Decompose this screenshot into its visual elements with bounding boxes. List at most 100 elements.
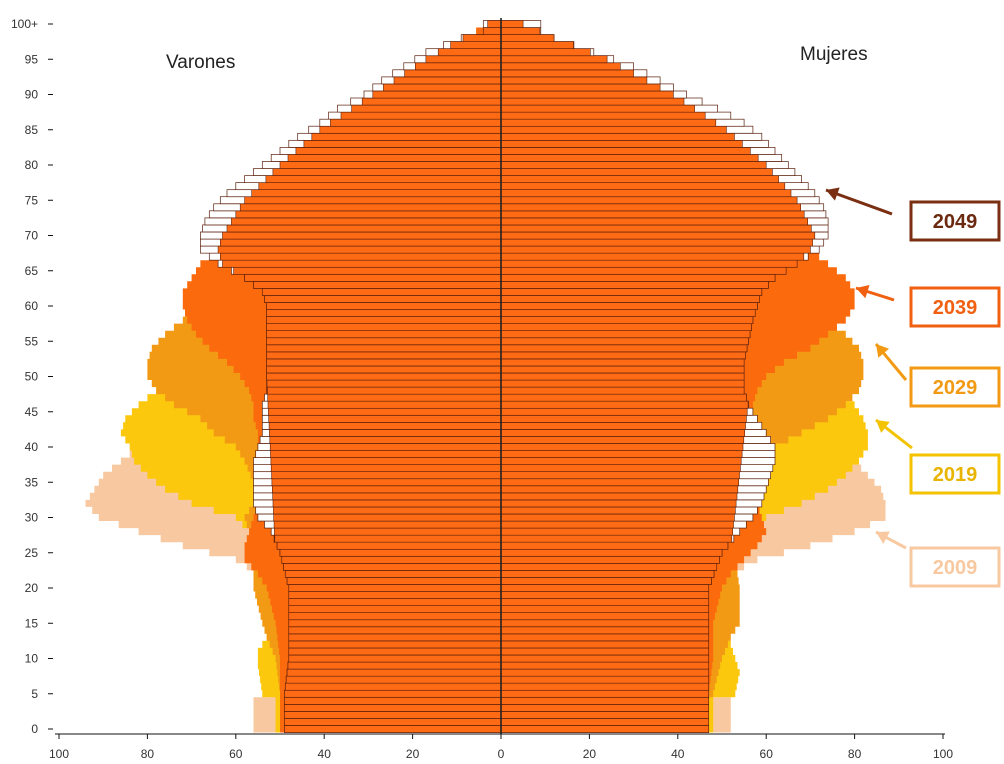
- label-box-2049: [909, 200, 1001, 242]
- bar-2049-varones-fill: [268, 414, 502, 423]
- bar-2049-mujeres-fill: [500, 562, 717, 571]
- bar-2049-mujeres-fill: [500, 718, 709, 726]
- bar-2049-varones-fill: [286, 668, 502, 677]
- bar-2049-varones-fill: [288, 584, 502, 592]
- bar-2049-varones-fill: [244, 273, 502, 282]
- bar-2049-varones-fill: [311, 133, 502, 141]
- bar-2049-varones-fill: [279, 161, 502, 169]
- bar-2049-mujeres-fill: [500, 541, 729, 550]
- bar-2049-varones-fill: [266, 386, 502, 395]
- bar-2049-varones-fill: [450, 41, 502, 49]
- bar-2049-varones-fill: [284, 703, 502, 712]
- bar-2049-mujeres-fill: [500, 161, 767, 169]
- bar-2049-mujeres-fill: [500, 351, 746, 360]
- left-side-label: Varones: [166, 52, 235, 73]
- bar-2049-mujeres-fill: [500, 457, 742, 465]
- bar-2049-mujeres-fill: [500, 295, 760, 303]
- bar-2049-varones-fill: [272, 168, 502, 176]
- x-axis-ticks: 100 80 60 40 20 0 20 40 60 80 100: [49, 734, 953, 761]
- y-tick-label: 95: [25, 52, 39, 66]
- year-label-2049: 2049: [933, 211, 978, 233]
- bar-2049-varones-fill: [261, 288, 502, 296]
- bar-2049-mujeres-fill: [500, 711, 709, 719]
- bar-2049-mujeres-fill: [500, 450, 743, 458]
- bar-2049-varones-fill: [222, 231, 502, 240]
- x-tick-label: 40: [671, 747, 685, 761]
- bar-2049-mujeres-fill: [500, 654, 709, 663]
- bar-2049-varones-fill: [288, 654, 502, 663]
- bar-2049-mujeres-fill: [500, 168, 773, 176]
- bar-2049-mujeres-fill: [500, 443, 744, 451]
- y-tick-label: 90: [25, 88, 39, 102]
- x-tick-label: 100: [933, 747, 953, 761]
- bar-2049-varones-fill: [361, 97, 502, 106]
- bar-2049-mujeres-fill: [500, 97, 685, 106]
- y-tick-label: 55: [25, 334, 39, 348]
- x-tick-label: 0: [498, 747, 505, 761]
- bar-2049-mujeres-fill: [500, 407, 748, 416]
- bar-2049-mujeres-fill: [500, 147, 751, 155]
- bar-2049-varones-fill: [266, 330, 502, 339]
- bar-2049-mujeres-fill: [500, 661, 709, 670]
- bar-2049-mujeres-fill: [500, 48, 591, 57]
- x-tick-label: 80: [848, 747, 862, 761]
- y-tick-label: 50: [25, 370, 39, 384]
- arrow-head-2009: [876, 531, 890, 544]
- bar-2049-varones-fill: [251, 189, 502, 198]
- bar-2049-mujeres-fill: [500, 288, 763, 296]
- bar-2049-varones-fill: [284, 570, 502, 578]
- y-tick-label: 15: [25, 616, 39, 630]
- bar-2049-varones-fill: [295, 147, 502, 155]
- bar-2049-mujeres-fill: [500, 668, 709, 677]
- bar-2049-mujeres-fill: [500, 309, 756, 317]
- bar-2049-varones-fill: [425, 55, 502, 64]
- y-tick-label: 5: [31, 687, 38, 701]
- bar-2049-mujeres-fill: [500, 619, 709, 628]
- bar-2049-mujeres-fill: [500, 62, 621, 71]
- bar-2049-mujeres-fill: [500, 379, 745, 388]
- bar-2049-mujeres-fill: [500, 154, 759, 162]
- bar-2049-varones-fill: [269, 436, 502, 444]
- bar-2049-mujeres-fill: [500, 358, 745, 367]
- bar-2049-mujeres-fill: [500, 393, 747, 402]
- bar-2049-mujeres-fill: [500, 104, 695, 113]
- bar-2049-mujeres-fill: [500, 133, 735, 141]
- bar-2049-varones-fill: [283, 562, 502, 571]
- bar-2049-varones-fill: [268, 407, 502, 416]
- bar-2049-varones-fill: [286, 577, 502, 585]
- year-label-2029: 2029: [933, 377, 978, 399]
- label-box-2019: [909, 453, 1001, 495]
- bar-2049-varones-fill: [288, 605, 502, 613]
- bar-2049-mujeres-fill: [500, 513, 735, 522]
- bar-2049-varones-fill: [266, 309, 502, 317]
- bar-2049-mujeres-fill: [500, 330, 751, 339]
- bar-2049-varones-fill: [288, 612, 502, 621]
- bar-2049-varones-fill: [244, 196, 502, 205]
- x-tick-label: 20: [406, 747, 420, 761]
- bar-2049-varones-fill: [281, 555, 502, 564]
- bar-2049-varones-fill: [287, 154, 502, 162]
- bar-2049-varones-fill: [274, 534, 502, 543]
- label-box-2029: [909, 366, 1001, 408]
- y-tick-label: 20: [25, 581, 39, 595]
- bar-2049-varones-fill: [265, 175, 502, 183]
- bar-2049-varones-fill: [270, 464, 502, 472]
- bar-2049-mujeres-fill: [500, 386, 745, 395]
- year-labels: 2049 2039 2029 2019 2009: [825, 187, 1001, 588]
- bar-2049-mujeres-fill: [500, 76, 648, 85]
- bar-2049-mujeres-fill: [500, 499, 737, 508]
- year-label-2019: 2019: [933, 464, 978, 486]
- bar-2049-varones-fill: [253, 280, 502, 289]
- bar-2049-mujeres-fill: [500, 182, 786, 190]
- bar-2049-mujeres-fill: [500, 34, 555, 42]
- x-tick-label: 100: [49, 747, 69, 761]
- bar-2049-varones-fill: [276, 541, 502, 550]
- bar-2049-varones-fill: [264, 295, 502, 303]
- bar-2049-varones-fill: [270, 457, 502, 465]
- bar-2049-varones-fill: [220, 252, 502, 261]
- bar-2049-varones-fill: [462, 34, 502, 42]
- bar-2049-mujeres-fill: [500, 485, 739, 494]
- x-tick-label: 80: [141, 747, 155, 761]
- bar-2049-mujeres-fill: [500, 506, 736, 515]
- bar-2049-varones-fill: [271, 478, 502, 487]
